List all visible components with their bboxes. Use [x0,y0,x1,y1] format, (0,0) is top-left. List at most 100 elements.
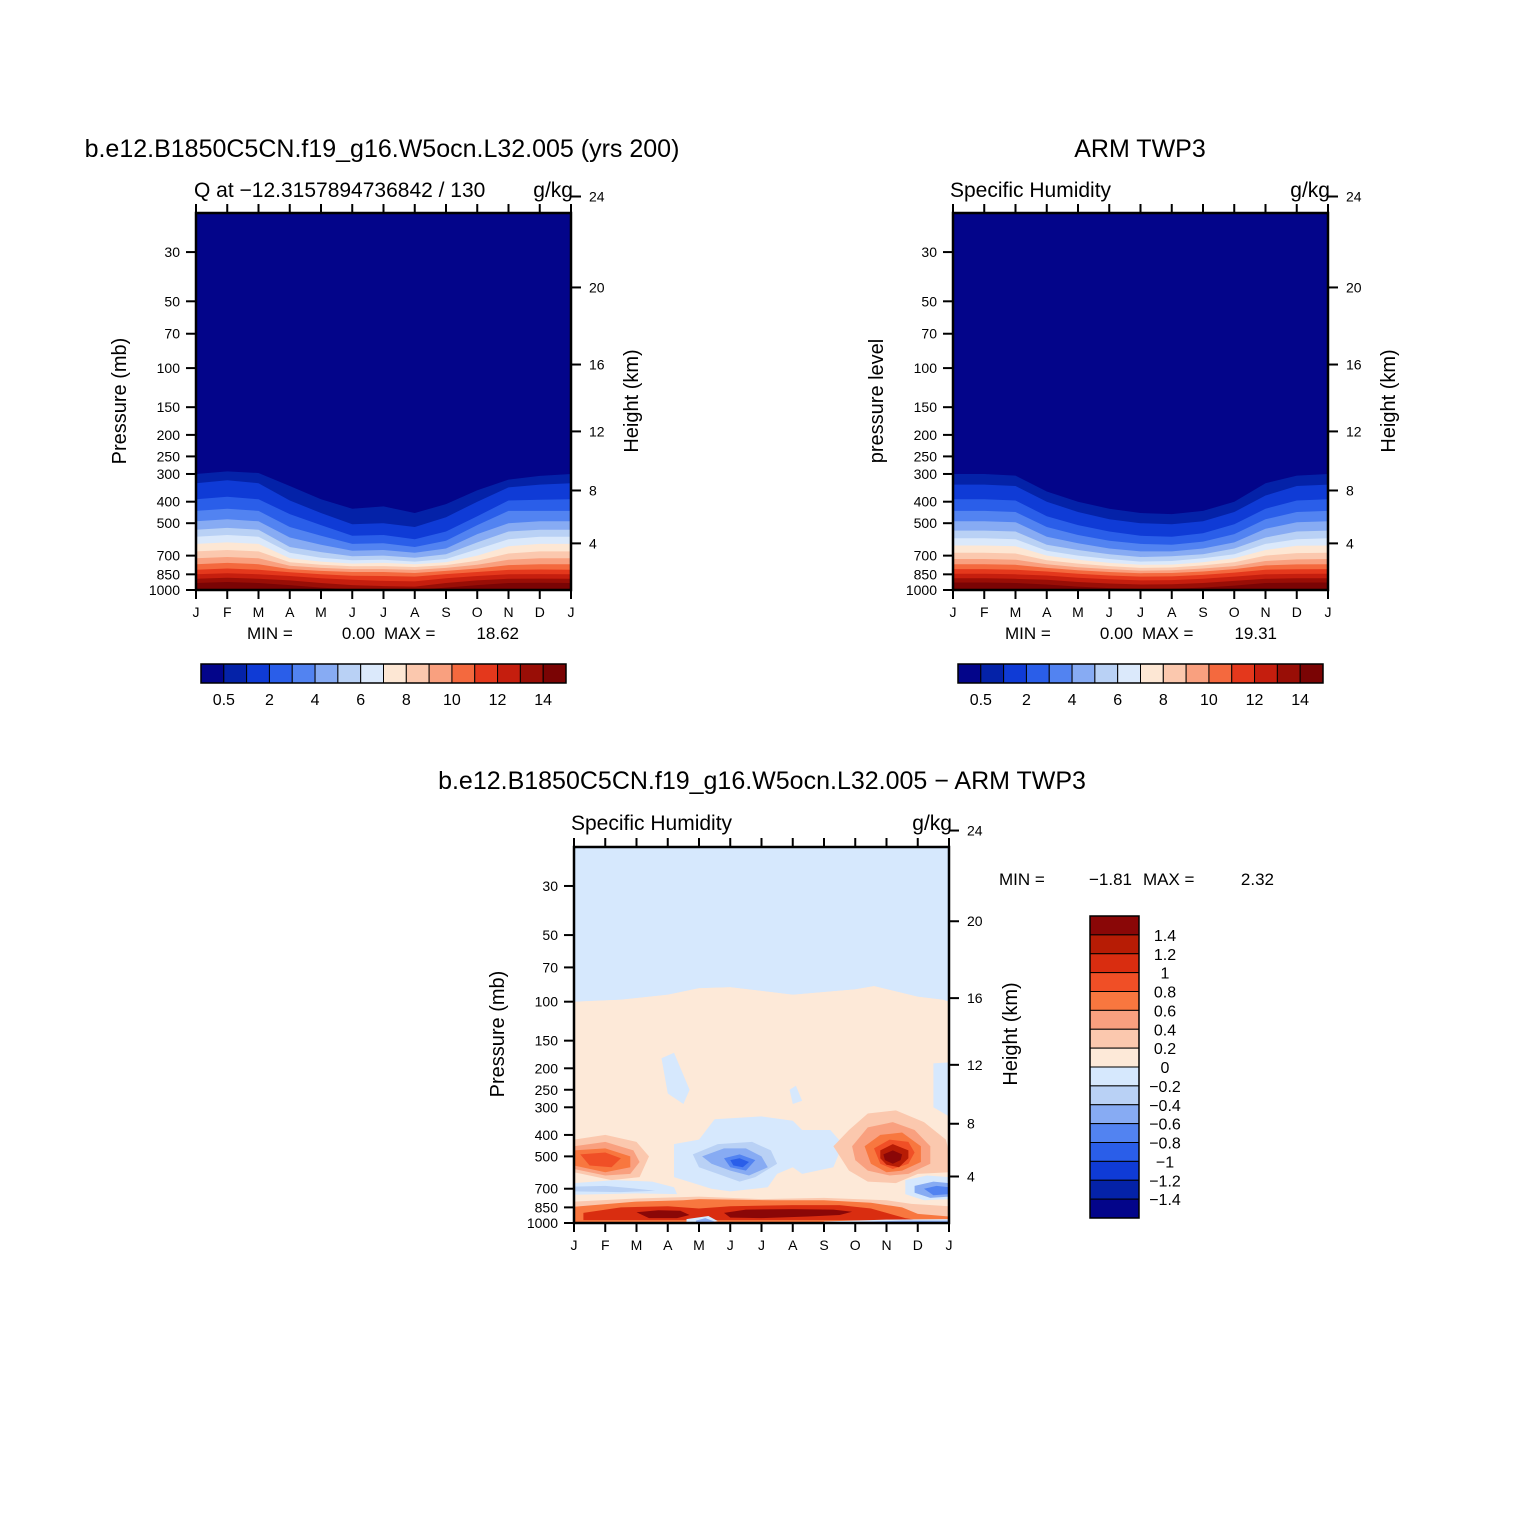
colorbar-swatch [223,663,248,684]
x-tick-label: O [472,604,483,620]
colorbar-label: 6 [1113,692,1122,709]
x-tick-label: S [819,1237,828,1253]
y-tick-label: 400 [535,1127,559,1143]
colorbar-frame [200,663,567,684]
x-tick-label: A [1167,604,1177,620]
y-tick-label: 50 [164,293,180,309]
colorbar-label: 1.2 [1154,947,1176,964]
y-right-tick-label: 4 [1346,535,1354,551]
x-tick-label: N [881,1237,891,1253]
y-tick-label: 500 [535,1148,559,1164]
colorbar: 0.5 2 4 6 8 10 12 14 [957,663,1324,709]
colorbar-swatch [383,663,407,684]
colorbar-label: −0.6 [1149,1117,1181,1134]
panel-model: b.e12.B1850C5CN.f19_g16.W5ocn.L32.005 (y… [85,135,680,709]
colorbar: 1.4 1.2 1 0.80.6 0.4 0.2 0 −0.2 −0.4 −0.6 −0.8−1 −1… [1089,915,1181,1219]
colorbar-label: 0.5 [970,692,992,709]
colorbar-swatch [1003,663,1027,684]
min-value: 0.00 [342,624,375,643]
colorbar-swatch [1254,663,1278,684]
x-tick-label: F [223,604,232,620]
colorbar-swatch [1089,1009,1140,1030]
panel-subtitle-right: g/kg [533,179,573,202]
colorbar-label: 10 [443,692,461,709]
contour-plot [196,213,571,590]
colorbar-swatch [519,663,544,684]
colorbar-swatch [1162,663,1187,684]
min-label: MIN = [247,624,293,643]
contour-region [924,1185,949,1196]
y-tick-label: 200 [157,427,181,443]
x-tick-label: M [315,604,327,620]
y-tick-label: 50 [921,293,937,309]
colorbar-label: 8 [402,692,411,709]
y-tick-label: 400 [157,494,181,510]
colorbar-swatch [980,663,1005,684]
y-tick-label: 200 [914,427,938,443]
colorbar-swatch [268,663,293,684]
contour-region [661,1052,690,1104]
colorbar-label: 1 [1161,966,1170,983]
contour-region [580,1152,621,1168]
colorbar-label: 10 [1200,692,1218,709]
contour-region [789,1085,803,1104]
colorbar-label: 2 [1022,692,1031,709]
panel-title: ARM TWP3 [1074,135,1206,163]
max-value: 19.31 [1234,624,1277,643]
colorbar-label: −1.2 [1149,1173,1181,1190]
stats-readout: MIN = −1.81 MAX = 2.32 [999,870,1274,889]
colorbar-swatch [1276,663,1301,684]
contour-plot [953,213,1328,590]
colorbar-swatch [1089,1104,1140,1125]
x-tick-label: M [253,604,265,620]
y-tick-label: 300 [535,1099,559,1115]
contour-region [933,1062,949,1117]
plot-axes: J F M A M J J A S O N D J 30 50 70 100 150 200 250 300 400 500… [906,188,1362,620]
colorbar-swatch [451,663,476,684]
panel-obs: ARM TWP3 Specific Humidity g/kg J F M A M J J A… [866,135,1400,709]
colorbar-label: 0.4 [1154,1022,1176,1039]
y-tick-label: 70 [921,326,937,342]
colorbar-swatch [1299,663,1324,684]
colorbar-frame [1089,915,1140,1219]
x-tick-label: A [788,1237,798,1253]
colorbar-label: 0 [1161,1060,1170,1077]
colorbar-swatch [1089,1179,1140,1200]
colorbar-swatch [1208,663,1233,684]
y-tick-label: 250 [157,448,181,464]
x-tick-label: A [410,604,420,620]
panel-subtitle-left: Specific Humidity [571,812,733,835]
colorbar-swatch [405,663,430,684]
max-label: MAX = [384,624,436,643]
colorbar-swatch [1089,1047,1140,1068]
colorbar-frame [957,663,1324,684]
colorbar-label: 0.2 [1154,1041,1176,1058]
plot-axes: J F M A M J J A S O N D J 30 50 70 100 150 200 250 300 400 500… [149,188,605,620]
y-tick-label: 150 [157,399,181,415]
y-tick-label: 150 [535,1033,559,1049]
colorbar-label: 1.4 [1154,928,1176,945]
y-right-tick-label: 24 [967,823,983,839]
colorbar-swatch [337,663,362,684]
min-value: 0.00 [1100,624,1133,643]
max-label: MAX = [1142,624,1194,643]
colorbar-label: 12 [489,692,507,709]
colorbar-swatch [1140,663,1164,684]
colorbar-swatch [360,663,384,684]
y-tick-label: 50 [542,927,558,943]
y-tick-label: 30 [542,878,558,894]
colorbar-swatch [1089,1142,1140,1162]
min-label: MIN = [1005,624,1051,643]
x-tick-label: M [1072,604,1084,620]
y-axis-label: pressure level [866,339,888,464]
max-value: 2.32 [1241,870,1274,889]
x-tick-label: M [693,1237,705,1253]
stats-readout: MIN = 0.00 MAX = 19.31 [1005,624,1277,643]
y-tick-label: 850 [914,566,938,582]
stats-readout: MIN = 0.00 MAX = 18.62 [247,624,519,643]
y-axis-right-label: Height (km) [1378,349,1400,452]
x-tick-label: N [1260,604,1270,620]
colorbar-swatch [291,663,316,684]
panel-subtitle-left: Specific Humidity [950,179,1112,202]
